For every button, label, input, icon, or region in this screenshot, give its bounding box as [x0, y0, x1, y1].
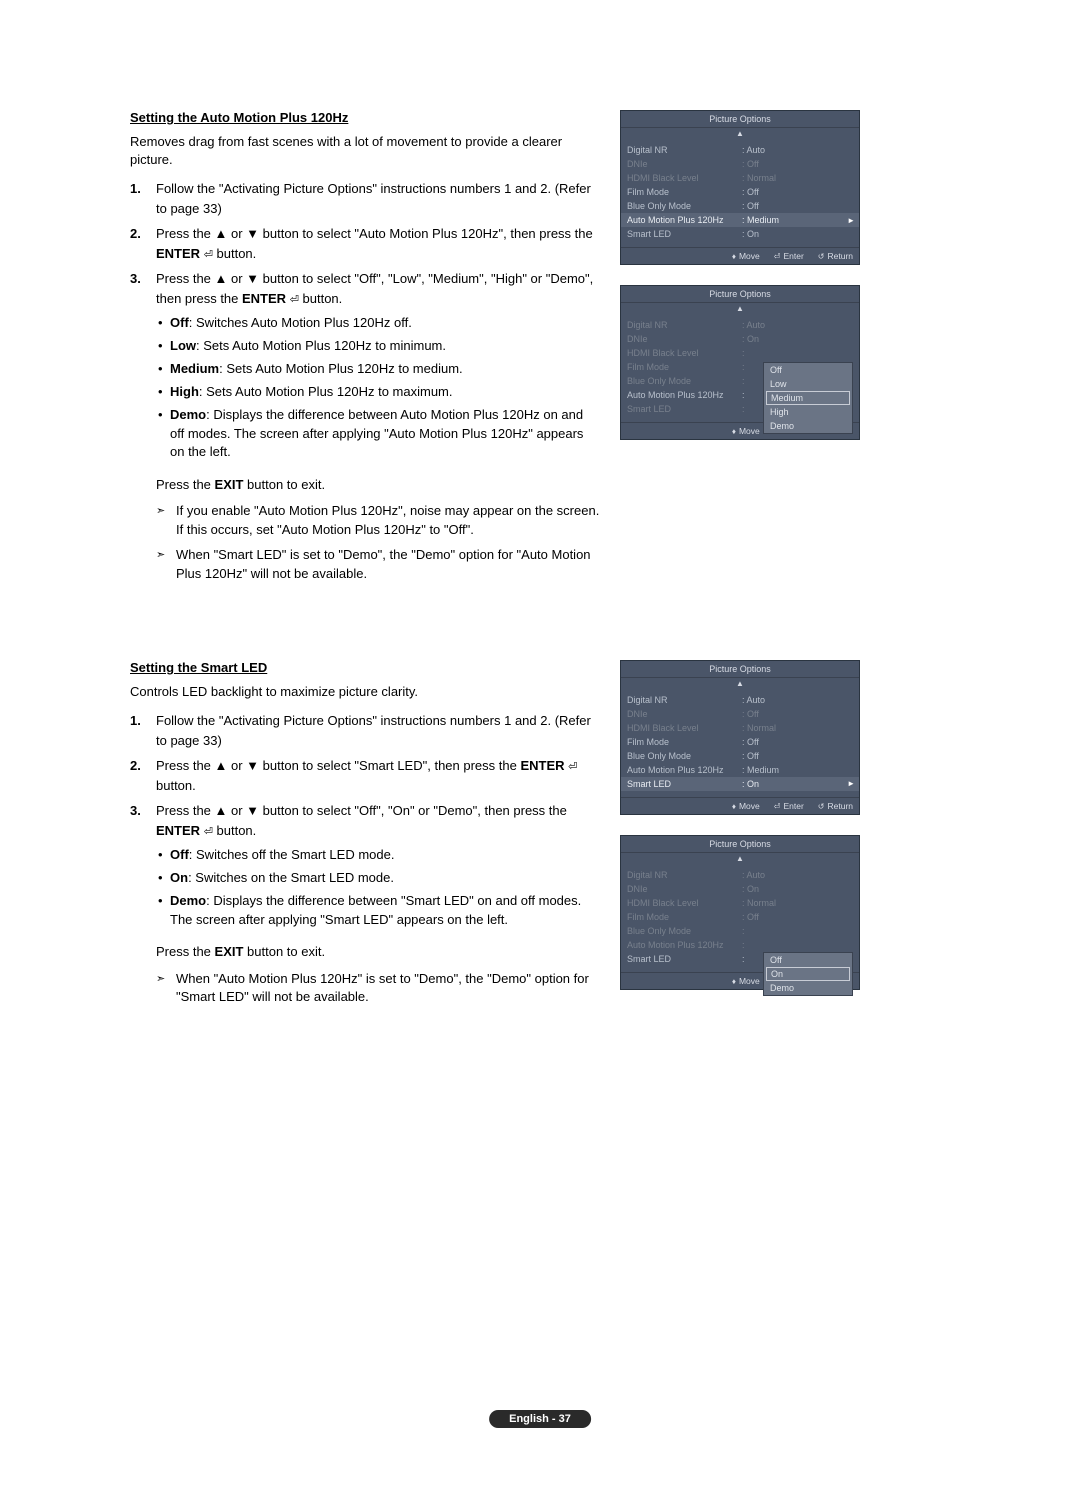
section2-exit: Press the EXIT button to exit. [156, 943, 600, 961]
section2-osd-col: Picture Options▲Digital NRAutoDNIeOffHDM… [620, 660, 860, 1013]
section2-notes: When "Auto Motion Plus 120Hz" is set to … [156, 970, 600, 1008]
section1-intro: Removes drag from fast scenes with a lot… [130, 133, 600, 169]
section2-text: Setting the Smart LED Controls LED backl… [130, 660, 600, 1013]
section1-heading: Setting the Auto Motion Plus 120Hz [130, 110, 600, 125]
osd-panel-b2: Picture Options▲Digital NRAutoDNIeOnHDMI… [620, 835, 860, 990]
section2-heading: Setting the Smart LED [130, 660, 600, 675]
osd-panel-a1: Picture Options▲Digital NRAutoDNIeOffHDM… [620, 110, 860, 265]
section1-notes: If you enable "Auto Motion Plus 120Hz", … [156, 502, 600, 583]
page-footer: English - 37 [489, 1410, 591, 1428]
section-smart-led: Setting the Smart LED Controls LED backl… [130, 660, 950, 1013]
section1-osd-col: Picture Options▲Digital NRAutoDNIeOffHDM… [620, 110, 860, 590]
osd-panel-a2: Picture Options▲Digital NRAutoDNIeOnHDMI… [620, 285, 860, 440]
section2-intro: Controls LED backlight to maximize pictu… [130, 683, 600, 701]
section-auto-motion: Setting the Auto Motion Plus 120Hz Remov… [130, 110, 950, 590]
section1-text: Setting the Auto Motion Plus 120Hz Remov… [130, 110, 600, 590]
section1-steps: 1.Follow the "Activating Picture Options… [130, 179, 600, 466]
section2-steps: 1.Follow the "Activating Picture Options… [130, 711, 600, 933]
osd-panel-b1: Picture Options▲Digital NRAutoDNIeOffHDM… [620, 660, 860, 815]
section1-exit: Press the EXIT button to exit. [156, 476, 600, 494]
